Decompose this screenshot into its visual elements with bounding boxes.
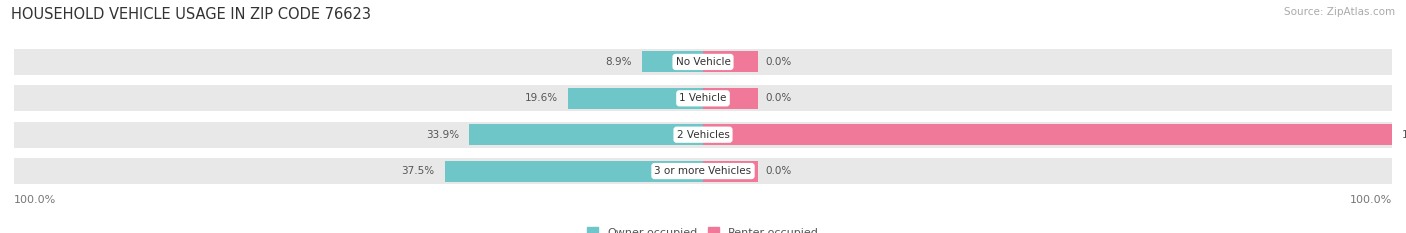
Text: 100.0%: 100.0% (14, 195, 56, 205)
Text: HOUSEHOLD VEHICLE USAGE IN ZIP CODE 76623: HOUSEHOLD VEHICLE USAGE IN ZIP CODE 7662… (11, 7, 371, 22)
Bar (470, 124, 703, 145)
Bar (444, 161, 703, 182)
Text: 0.0%: 0.0% (765, 57, 792, 67)
Text: 100.0%: 100.0% (1402, 130, 1406, 140)
Bar (703, 88, 758, 109)
Text: No Vehicle: No Vehicle (675, 57, 731, 67)
Text: 37.5%: 37.5% (401, 166, 434, 176)
Legend: Owner-occupied, Renter-occupied: Owner-occupied, Renter-occupied (582, 223, 824, 233)
Text: 3 or more Vehicles: 3 or more Vehicles (654, 166, 752, 176)
Bar (641, 51, 703, 72)
Text: 1 Vehicle: 1 Vehicle (679, 93, 727, 103)
Text: 100.0%: 100.0% (1350, 195, 1392, 205)
Text: 33.9%: 33.9% (426, 130, 460, 140)
Bar (568, 88, 703, 109)
Bar (703, 51, 758, 72)
Text: 19.6%: 19.6% (524, 93, 558, 103)
Bar (703, 161, 758, 182)
Bar (14, 122, 1392, 148)
Bar (14, 85, 1392, 111)
Text: 8.9%: 8.9% (605, 57, 631, 67)
Text: Source: ZipAtlas.com: Source: ZipAtlas.com (1284, 7, 1395, 17)
Bar (703, 124, 1392, 145)
Text: 0.0%: 0.0% (765, 166, 792, 176)
Bar (14, 158, 1392, 184)
Bar (14, 49, 1392, 75)
Text: 2 Vehicles: 2 Vehicles (676, 130, 730, 140)
Text: 0.0%: 0.0% (765, 93, 792, 103)
